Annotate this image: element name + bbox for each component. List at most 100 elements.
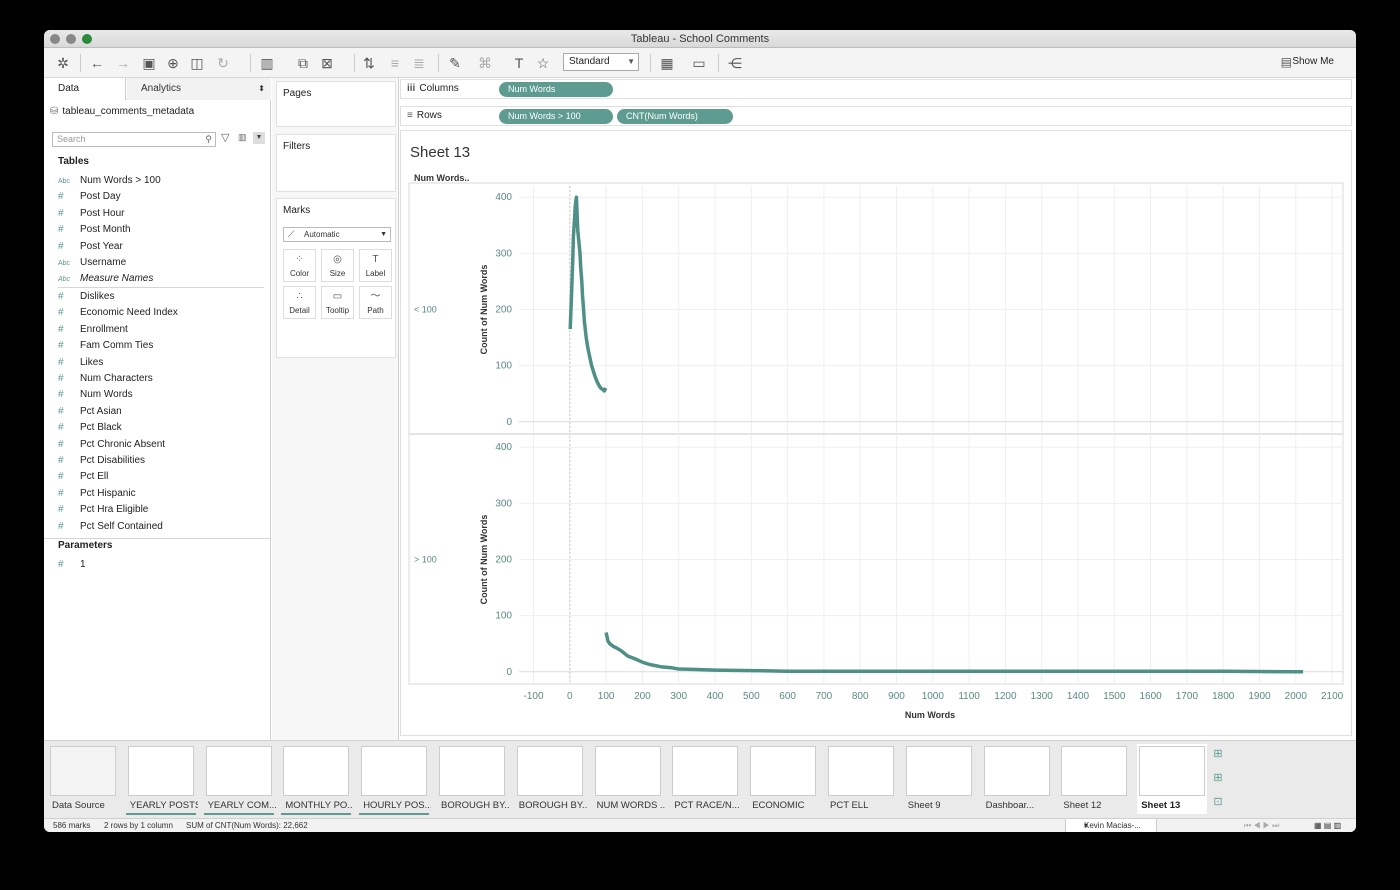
grid-view-icon[interactable]: ▦ ▤ ▥ bbox=[1314, 821, 1342, 830]
refresh-icon[interactable]: ↻ bbox=[217, 55, 229, 71]
field-name: Num Words > 100 bbox=[80, 175, 161, 186]
field-item[interactable]: # Pct Hra Eligible bbox=[58, 502, 148, 518]
sheet-tab[interactable]: YEARLY POSTS bbox=[125, 744, 198, 815]
field-item[interactable]: Abc Num Words > 100 bbox=[58, 173, 161, 189]
sheet-navigation-icon[interactable]: ⏮ ◀ ▶ ⏭ bbox=[1244, 821, 1280, 830]
sheet-tab[interactable]: Sheet 13 bbox=[1137, 744, 1208, 814]
series-line bbox=[604, 632, 1304, 674]
field-item[interactable]: # Fam Comm Ties bbox=[58, 338, 153, 354]
show-cards-icon[interactable]: ▦ bbox=[660, 55, 674, 71]
duplicate-sheet-icon[interactable]: ⧉ bbox=[298, 55, 308, 71]
rows-columns-count: 2 rows by 1 column bbox=[104, 821, 173, 830]
minimize-window-button[interactable] bbox=[66, 34, 76, 44]
field-item[interactable]: # Pct Ell bbox=[58, 469, 108, 485]
sheet-tab[interactable]: Sheet 9 bbox=[904, 744, 974, 814]
sort-descending-icon[interactable]: ≣ bbox=[413, 55, 425, 71]
sheet-tab[interactable]: YEARLY COM... bbox=[203, 744, 276, 815]
detail-button[interactable]: ∴ Detail bbox=[283, 286, 316, 319]
rows-pill-num-words-gt-100[interactable]: Num Words > 100 bbox=[499, 109, 613, 124]
sheet-tab[interactable]: BOROUGH BY... bbox=[515, 744, 587, 814]
field-item[interactable]: Abc Measure Names bbox=[58, 271, 153, 287]
datasource-item[interactable]: ⛁ tableau_comments_metadata bbox=[50, 106, 195, 117]
show-me-icon[interactable]: ▤ bbox=[1280, 55, 1292, 69]
save-icon[interactable]: ▣ bbox=[142, 55, 156, 71]
show-mark-labels-icon[interactable]: T bbox=[514, 55, 524, 71]
pages-card[interactable]: Pages bbox=[276, 81, 396, 127]
color-button[interactable]: ⁘ Color bbox=[283, 249, 316, 282]
view-options-icon[interactable]: ▥ bbox=[238, 132, 247, 142]
sheet-tab[interactable]: HOURLY POS... bbox=[359, 744, 431, 815]
new-worksheet-icon[interactable]: ▥ bbox=[260, 55, 274, 71]
field-item[interactable]: # Economic Need Index bbox=[58, 305, 178, 321]
sheet-tab[interactable]: Sheet 12 bbox=[1059, 744, 1129, 814]
field-item[interactable]: # Post Year bbox=[58, 239, 123, 255]
label-button[interactable]: T Label bbox=[359, 249, 392, 282]
field-item[interactable]: # Num Words bbox=[58, 387, 133, 403]
sheet-tab[interactable]: PCT ELL bbox=[826, 744, 896, 814]
field-item[interactable]: #1 bbox=[58, 557, 86, 573]
tableau-logo-icon[interactable]: ✲ bbox=[57, 55, 69, 71]
size-button[interactable]: ◎ Size bbox=[321, 249, 354, 282]
y-tick-label: 0 bbox=[506, 417, 512, 428]
field-item[interactable]: # Post Day bbox=[58, 189, 121, 205]
path-button[interactable]: 〜 Path bbox=[359, 286, 392, 319]
undo-icon[interactable]: ← bbox=[90, 55, 104, 71]
field-item[interactable]: # Pct Hispanic bbox=[58, 486, 136, 502]
tab-analytics[interactable]: Analytics ⬍ bbox=[127, 78, 271, 100]
filters-card[interactable]: Filters bbox=[276, 134, 396, 192]
field-item[interactable]: # Num Characters bbox=[58, 371, 153, 387]
field-item[interactable]: # Pct Disabilities bbox=[58, 453, 145, 469]
highlight-icon[interactable]: ✎ bbox=[449, 55, 461, 71]
field-item[interactable]: # Enrollment bbox=[58, 322, 128, 338]
filter-icon[interactable]: ▽ bbox=[221, 132, 230, 144]
sheet-tab[interactable]: BOROUGH BY... bbox=[437, 744, 509, 814]
clear-sheet-icon[interactable]: ⊠ bbox=[321, 55, 333, 71]
redo-icon[interactable]: → bbox=[116, 55, 130, 71]
y-axis-title: Count of Num Words bbox=[479, 265, 489, 355]
columns-pill-num-words[interactable]: Num Words bbox=[499, 82, 613, 97]
pause-updates-icon[interactable]: ◫ bbox=[190, 55, 204, 71]
new-dashboard-icon[interactable]: ⊞ bbox=[1213, 772, 1223, 784]
close-window-button[interactable] bbox=[50, 34, 60, 44]
user-menu[interactable]: Kevin Macias-... ▾ bbox=[1065, 819, 1157, 832]
field-item[interactable]: # Pct Black bbox=[58, 420, 122, 436]
field-item[interactable]: # Post Month bbox=[58, 222, 131, 238]
share-icon[interactable]: ⋲ bbox=[728, 55, 742, 71]
chevron-down-icon[interactable]: ▼ bbox=[253, 132, 265, 144]
pages-card-title: Pages bbox=[283, 88, 312, 99]
sheet-tab[interactable]: ECONOMIC bbox=[748, 744, 818, 814]
field-item[interactable]: # Post Hour bbox=[58, 206, 124, 222]
sheet-thumbnail bbox=[127, 746, 194, 796]
field-item[interactable]: # Likes bbox=[58, 355, 103, 371]
chart[interactable]: 0 100 200 300 400 Count of Num Words < 100 0 100… bbox=[401, 131, 1351, 735]
tab-data[interactable]: Data bbox=[44, 78, 126, 100]
fix-axes-icon[interactable]: ☆ bbox=[536, 55, 550, 71]
new-story-icon[interactable]: ⊡ bbox=[1213, 796, 1223, 808]
field-item[interactable]: # Dislikes bbox=[58, 289, 114, 305]
sort-ascending-icon[interactable]: ≡ bbox=[390, 55, 400, 71]
sheet-tab[interactable]: NUM WORDS ... bbox=[593, 744, 665, 814]
sheet-tab[interactable]: MONTHLY PO... bbox=[281, 744, 353, 815]
sheet-tab[interactable]: Dashboar... bbox=[982, 744, 1052, 814]
tooltip-button[interactable]: ▭ Tooltip bbox=[321, 286, 354, 319]
field-item[interactable]: # Pct Self Contained bbox=[58, 519, 163, 535]
field-item[interactable]: # Pct Chronic Absent bbox=[58, 437, 165, 453]
sheet-tab[interactable]: PCT RACE/N... bbox=[670, 744, 740, 814]
group-members-icon[interactable]: ⌘ bbox=[478, 55, 492, 71]
zoom-window-button[interactable] bbox=[82, 34, 92, 44]
sheet-tab[interactable]: Data Source bbox=[48, 744, 118, 814]
rows-shelf[interactable]: ≡ Rows Num Words > 100 CNT(Num Words) bbox=[400, 106, 1352, 126]
presentation-mode-icon[interactable]: ▭ bbox=[692, 55, 706, 71]
new-datasource-icon[interactable]: ⊕ bbox=[167, 55, 179, 71]
fit-select[interactable]: Standard ▼ bbox=[563, 53, 639, 71]
new-worksheet-icon[interactable]: ⊞ bbox=[1213, 748, 1223, 760]
search-input[interactable]: Search ⚲ bbox=[52, 132, 216, 147]
swap-rows-columns-icon[interactable]: ⇅ bbox=[363, 55, 375, 71]
sheet-tab-label: Sheet 12 bbox=[1063, 800, 1102, 811]
field-item[interactable]: Abc Username bbox=[58, 255, 126, 271]
columns-shelf[interactable]: iii Columns Num Words bbox=[400, 79, 1352, 99]
rows-pill-cnt-num-words[interactable]: CNT(Num Words) bbox=[617, 109, 733, 124]
field-item[interactable]: # Pct Asian bbox=[58, 404, 122, 420]
show-me-button[interactable]: Show Me bbox=[1292, 56, 1334, 67]
mark-type-select[interactable]: ⟋ Automatic ▼ bbox=[283, 227, 391, 242]
